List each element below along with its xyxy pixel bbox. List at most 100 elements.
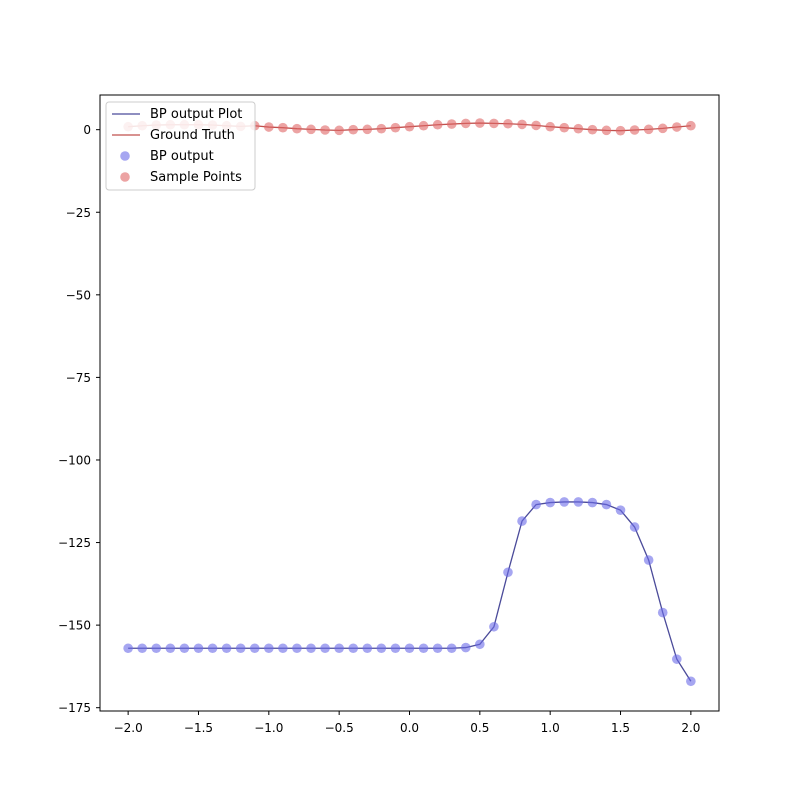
y-tick-label: −125 xyxy=(58,536,91,550)
data-point xyxy=(615,505,626,515)
y-tick-label: −100 xyxy=(58,453,91,467)
data-point xyxy=(587,124,598,135)
data-point xyxy=(629,125,640,135)
data-point xyxy=(292,123,302,134)
data-point xyxy=(657,607,668,618)
data-point xyxy=(390,643,401,654)
data-point xyxy=(221,643,232,654)
series-points-bp-output xyxy=(123,497,696,687)
x-tick-label: −1.5 xyxy=(184,721,213,735)
data-point xyxy=(165,643,176,654)
data-point xyxy=(376,643,387,654)
x-tick-label: 0.5 xyxy=(470,721,489,735)
data-point xyxy=(503,118,513,129)
legend-box xyxy=(105,101,256,191)
data-point xyxy=(601,125,612,136)
data-point xyxy=(264,122,274,132)
data-point xyxy=(292,643,302,654)
data-point xyxy=(207,643,218,654)
data-point xyxy=(320,125,330,135)
data-point xyxy=(278,122,288,133)
data-point xyxy=(123,643,133,654)
legend-label-sample-points: Sample Points xyxy=(150,170,242,185)
data-point xyxy=(418,643,429,654)
data-point xyxy=(320,643,330,654)
data-point xyxy=(249,643,260,654)
data-point xyxy=(615,125,626,136)
data-point xyxy=(587,497,598,508)
data-point xyxy=(418,120,429,131)
y-axis: 0 −25 −50 −75 −100 −125 −150 −175 xyxy=(58,123,100,715)
data-point xyxy=(573,497,584,507)
data-point xyxy=(531,499,541,510)
data-point xyxy=(376,123,387,134)
data-point xyxy=(657,123,668,134)
x-tick-label: 1.0 xyxy=(541,721,560,735)
x-axis: −2.0 −1.5 −1.0 −0.5 0.0 0.5 1.0 1.5 2.0 xyxy=(114,711,700,735)
y-tick-label: −75 xyxy=(66,371,91,385)
data-point xyxy=(643,555,654,565)
data-point xyxy=(686,676,696,687)
data-point xyxy=(517,119,527,130)
data-point xyxy=(672,654,682,664)
x-tick-label: 0.0 xyxy=(400,721,419,735)
data-point xyxy=(643,124,654,135)
data-point xyxy=(179,643,190,654)
data-point xyxy=(264,643,274,654)
data-point xyxy=(362,643,373,654)
data-point xyxy=(334,643,344,654)
data-point xyxy=(545,121,555,132)
y-tick-label: 0 xyxy=(83,123,91,137)
data-point xyxy=(432,119,443,130)
x-tick-label: −1.0 xyxy=(254,721,283,735)
data-point xyxy=(460,118,471,129)
data-point xyxy=(137,643,147,654)
y-tick-label: −25 xyxy=(66,206,91,220)
data-point xyxy=(348,643,359,654)
data-point xyxy=(545,497,555,508)
data-point xyxy=(446,119,457,129)
data-point xyxy=(446,643,457,654)
data-point xyxy=(531,120,541,131)
data-point xyxy=(559,497,570,507)
y-tick-label: −50 xyxy=(66,288,91,302)
data-point xyxy=(193,643,204,654)
data-point xyxy=(489,621,499,632)
data-point xyxy=(348,124,359,135)
x-tick-label: 2.0 xyxy=(681,721,700,735)
data-point xyxy=(475,118,485,128)
legend-swatch-bp-output xyxy=(120,151,130,161)
data-point xyxy=(517,516,527,526)
data-point xyxy=(503,567,513,578)
data-point xyxy=(573,123,584,134)
data-point xyxy=(432,643,443,654)
data-point xyxy=(629,522,640,532)
data-point xyxy=(559,122,570,133)
data-point xyxy=(460,642,471,653)
legend-label-bp-output: BP output xyxy=(150,149,214,164)
data-point xyxy=(151,643,162,654)
data-point xyxy=(334,125,344,136)
data-point xyxy=(306,124,316,135)
data-point xyxy=(489,118,499,129)
data-point xyxy=(390,122,401,133)
data-point xyxy=(278,643,288,654)
data-point xyxy=(235,643,246,654)
legend-label-bp-output-plot: BP output Plot xyxy=(150,107,242,122)
x-tick-label: −0.5 xyxy=(325,721,354,735)
data-point xyxy=(362,124,373,135)
legend: BP output Plot Ground Truth BP output Sa… xyxy=(105,101,256,191)
data-point xyxy=(306,643,316,654)
x-tick-label: −2.0 xyxy=(114,721,143,735)
data-point xyxy=(601,499,612,510)
data-point xyxy=(686,120,696,131)
y-tick-label: −175 xyxy=(58,701,91,715)
x-tick-label: 1.5 xyxy=(611,721,630,735)
data-point xyxy=(404,643,415,654)
data-point xyxy=(404,121,415,132)
data-point xyxy=(475,639,485,650)
data-point xyxy=(672,122,682,132)
legend-label-ground-truth: Ground Truth xyxy=(150,128,235,143)
y-tick-label: −150 xyxy=(58,619,91,633)
